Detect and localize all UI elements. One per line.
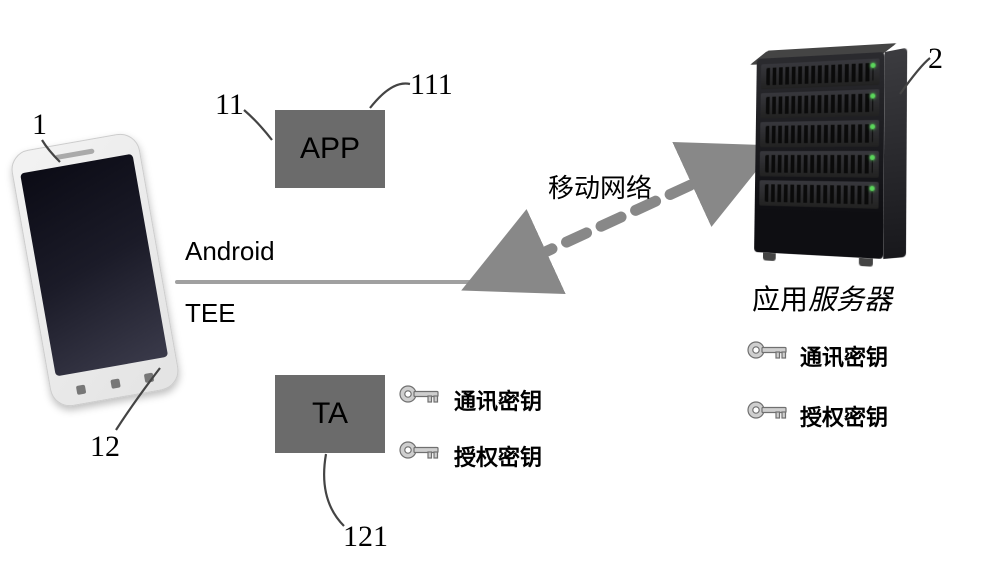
application-server [750, 55, 885, 255]
key-icon [746, 396, 790, 424]
app-server-label-italic: 服务器 [808, 285, 892, 316]
server-comm-key-label: 通讯密钥 [800, 340, 888, 372]
server-front [754, 52, 885, 259]
android-label: Android [185, 236, 275, 267]
env-divider-line [175, 280, 495, 284]
ref-111: 111 [410, 68, 453, 102]
ref-1: 1 [32, 108, 47, 142]
server-auth-key-label: 授权密钥 [800, 400, 888, 432]
key-icon [398, 436, 442, 464]
diagram-canvas: Android TEE APP TA 通讯密钥 授权密钥 [0, 0, 1000, 584]
ref-12: 12 [90, 430, 120, 464]
ref-121: 121 [343, 520, 388, 554]
ref-2: 2 [928, 42, 943, 76]
app-block: APP [275, 110, 385, 188]
mobile-device [8, 131, 181, 410]
ta-auth-key-label: 授权密钥 [454, 440, 542, 472]
tee-label: TEE [185, 298, 236, 329]
mobile-network-label: 移动网络 [548, 168, 652, 205]
ta-block-label: TA [312, 397, 348, 431]
key-icon [398, 380, 442, 408]
app-server-label: 应用服务器 [752, 278, 892, 318]
ref-11: 11 [215, 88, 244, 122]
ta-block: TA [275, 375, 385, 453]
ta-comm-key-label: 通讯密钥 [454, 384, 542, 416]
app-server-label-prefix: 应用 [752, 285, 808, 316]
app-block-label: APP [300, 132, 360, 166]
key-icon [746, 336, 790, 364]
